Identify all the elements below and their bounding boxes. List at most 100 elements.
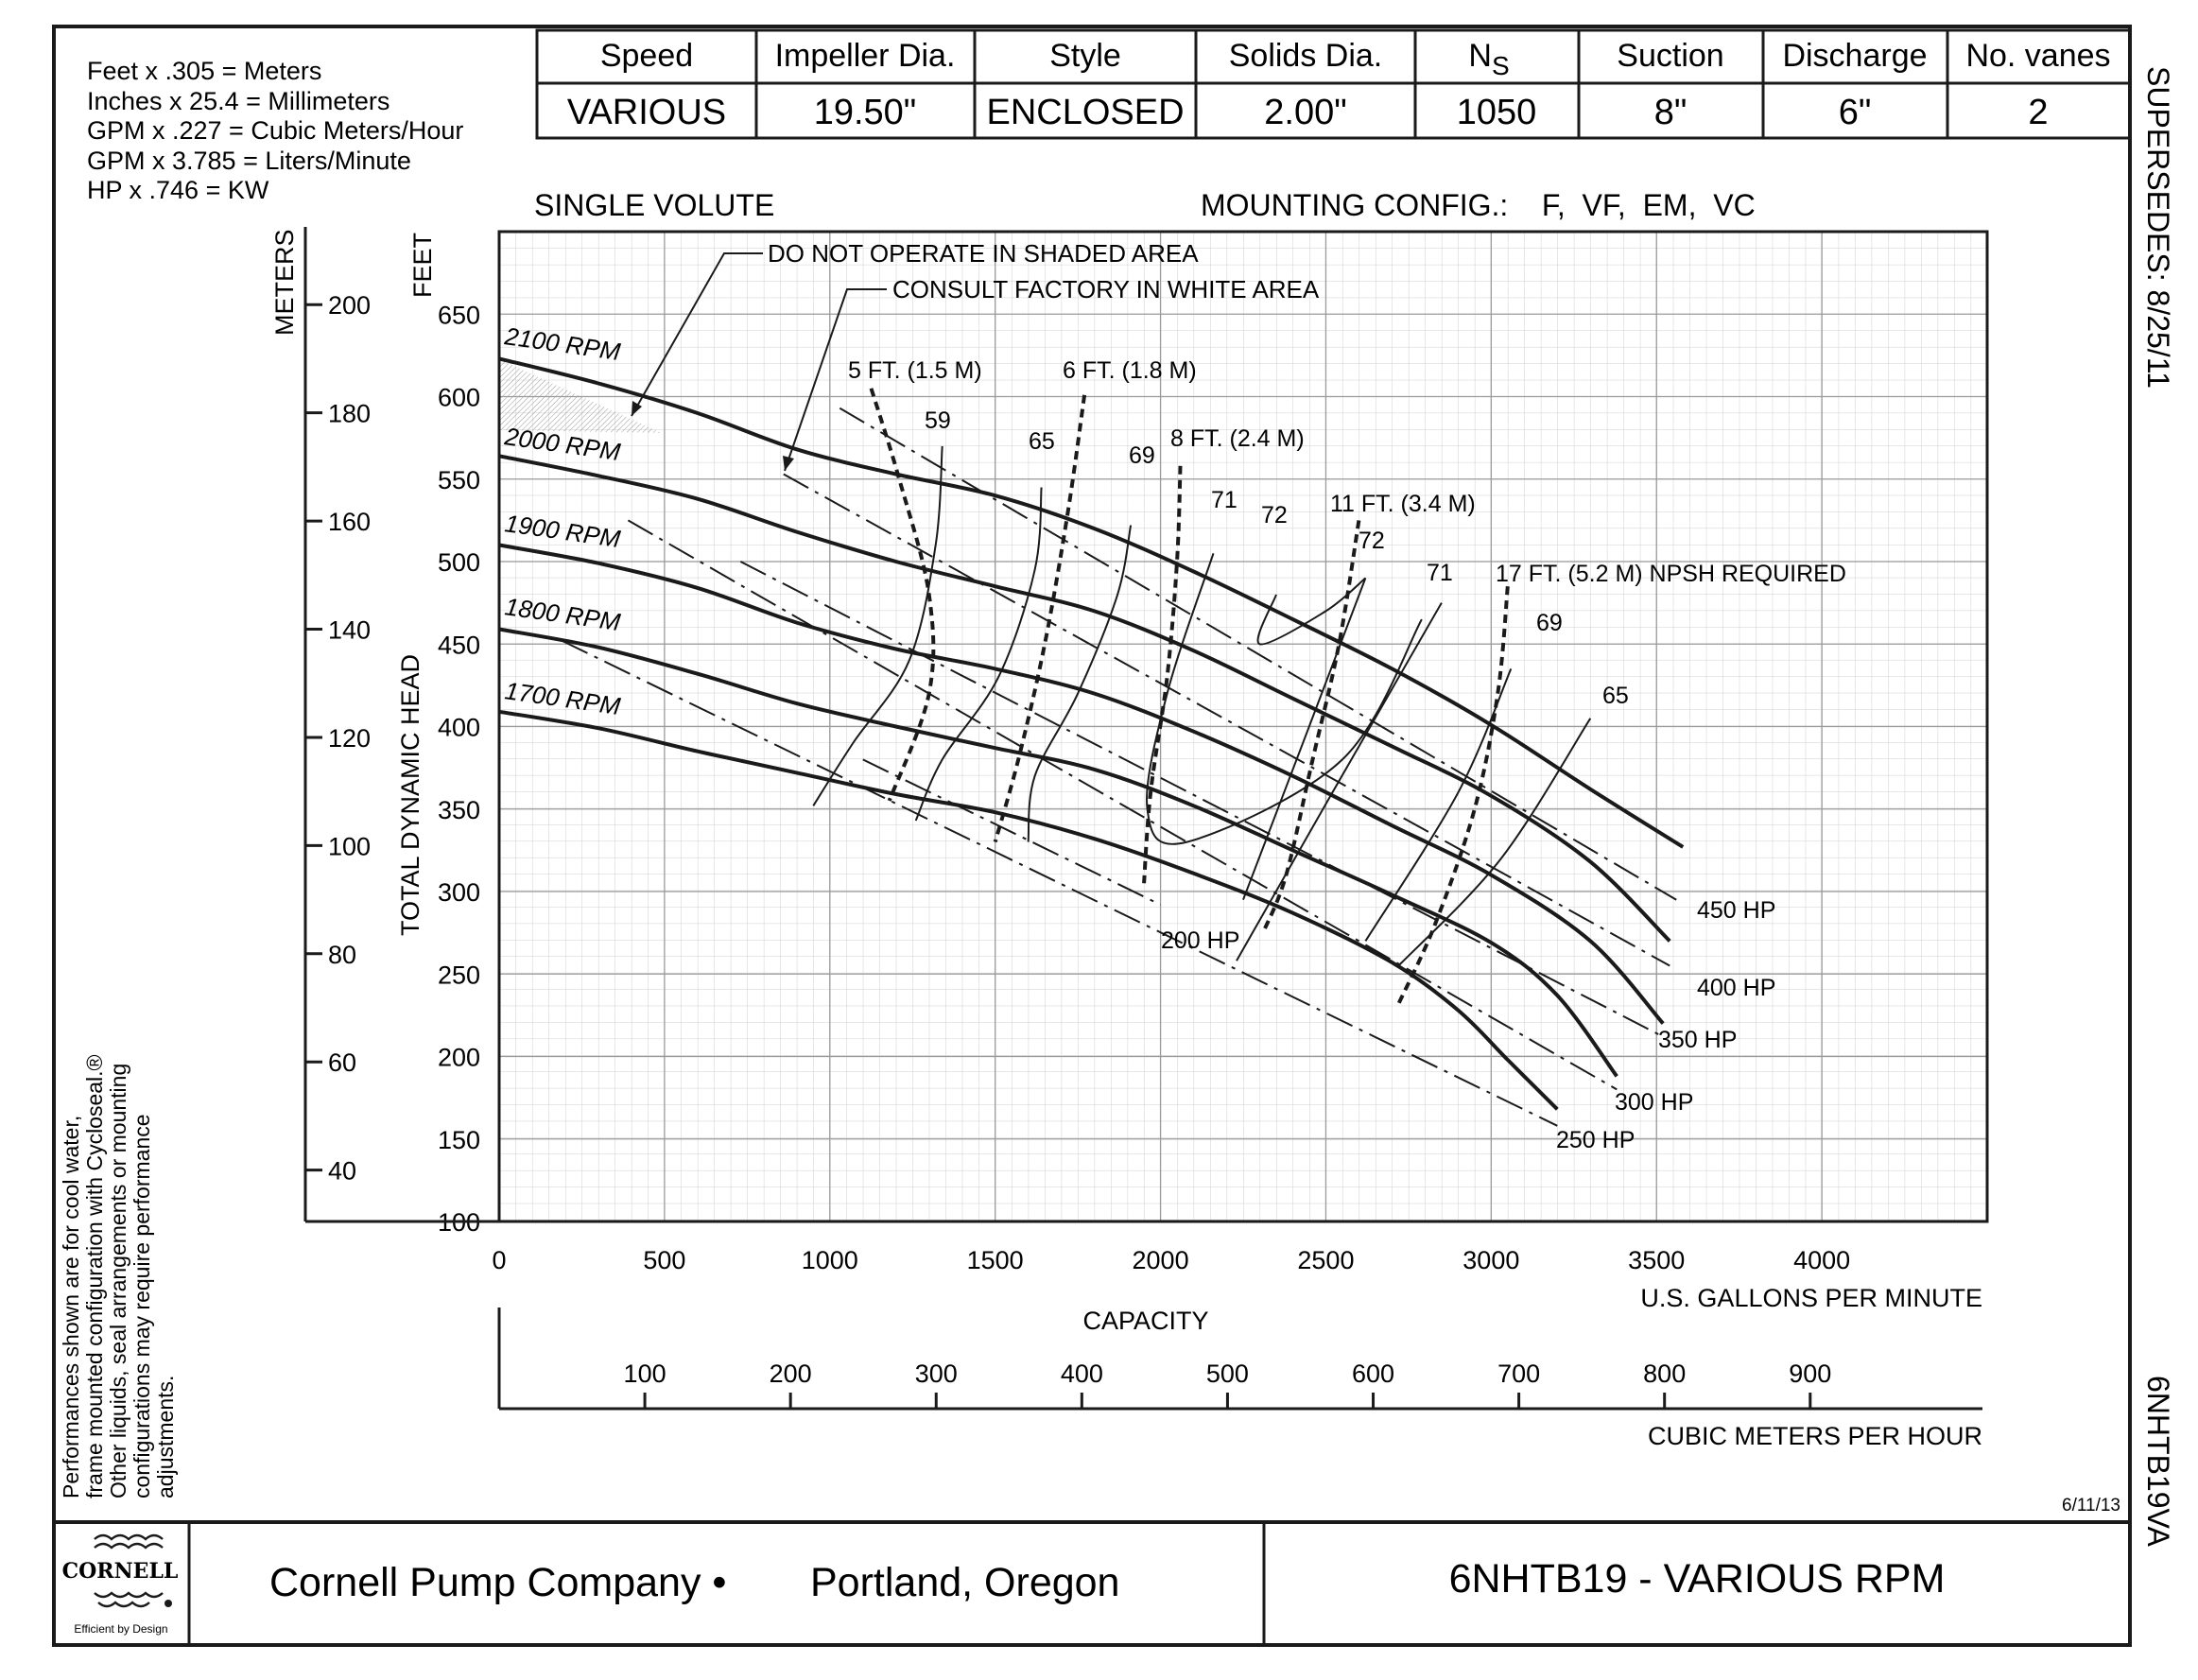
m3h-tick-label: 300 (915, 1360, 958, 1388)
spec-value: 6" (1839, 93, 1872, 132)
spec-header: No. vanes (1965, 38, 2110, 74)
npsh-curve (993, 394, 1087, 843)
performance-note-line: Performances shown are for cool water, (59, 1116, 83, 1498)
efficiency-label: 69 (1129, 442, 1155, 469)
do-not-operate-arrow (632, 401, 642, 416)
x-tick-label: 500 (643, 1246, 685, 1274)
x-axis-label: U.S. GALLONS PER MINUTE (1640, 1284, 1982, 1312)
efficiency-curve (914, 487, 1043, 822)
hp-label: 350 HP (1658, 1027, 1737, 1053)
npsh-label: 11 FT. (3.4 M) (1330, 491, 1476, 517)
efficiency-label: 69 (1536, 610, 1563, 636)
meters-tick-label: 40 (328, 1157, 356, 1186)
model-title: 6NHTB19 - VARIOUS RPM (1449, 1556, 1946, 1602)
m3h-tick-label: 900 (1789, 1360, 1831, 1388)
m3h-tick-label: 100 (624, 1360, 666, 1388)
rpm-curves (498, 356, 1685, 1111)
efficiency-curve (1146, 552, 1423, 845)
conversion-line: HP x .746 = KW (87, 176, 269, 204)
company-name: Cornell Pump Company • (269, 1560, 726, 1605)
hp-label: 300 HP (1615, 1089, 1693, 1116)
efficiency-label: 65 (1029, 428, 1055, 455)
y-tick-label: 300 (438, 878, 480, 907)
hp-label: 450 HP (1697, 897, 1775, 924)
major-grid (499, 232, 1987, 1221)
rpm-curve (498, 356, 1685, 849)
hp-label: 400 HP (1697, 975, 1775, 1001)
spec-value: 2 (2028, 93, 2048, 132)
capacity-label: CAPACITY (1082, 1307, 1208, 1335)
logo-tagline: Efficient by Design (74, 1622, 167, 1636)
spec-table: Speed Impeller Dia. Style Solids Dia. NS… (535, 28, 2132, 140)
npsh-label: 17 FT. (5.2 M) NPSH REQUIRED (1496, 561, 1846, 587)
rpm-curve (498, 627, 1618, 1078)
m3h-axis-label: CUBIC METERS PER HOUR (1648, 1422, 1982, 1450)
npsh-label: 5 FT. (1.5 M) (848, 357, 982, 384)
spec-header-ns: NS (1468, 38, 1509, 80)
spec-header-subscript: S (1492, 51, 1510, 80)
efficiency-curve (1027, 525, 1133, 842)
conversion-line: GPM x .227 = Cubic Meters/Hour (87, 116, 463, 145)
hp-line (627, 519, 1618, 1091)
performance-note: Performances shown are for cool water, f… (59, 1054, 178, 1498)
rpm-curve (498, 709, 1559, 1111)
m3h-tick-label: 500 (1206, 1360, 1249, 1388)
meters-axis: 40 60 80 100 120 140 160 180 200 (305, 291, 371, 1186)
m3h-tick-label: 700 (1497, 1360, 1540, 1388)
spec-value: ENCLOSED (986, 93, 1184, 132)
npsh-curve (1261, 520, 1361, 934)
consult-factory-annotation: CONSULT FACTORY IN WHITE AREA (892, 275, 1320, 303)
x-tick-label: 1500 (967, 1246, 1024, 1274)
x-tick-label: 4000 (1793, 1246, 1850, 1274)
rpm-curve (498, 454, 1671, 943)
spec-header: Impeller Dia. (775, 38, 956, 74)
efficiency-curve (1242, 578, 1367, 901)
x-tick-label: 0 (492, 1246, 506, 1274)
efficiency-label: 72 (1359, 528, 1385, 554)
x-tick-label: 1000 (802, 1246, 858, 1274)
spec-value: 1050 (1457, 93, 1537, 132)
x-tick-label: 2000 (1133, 1246, 1189, 1274)
y-tick-label: 600 (438, 384, 480, 412)
logo-wordmark: CORNELL (62, 1559, 179, 1584)
performance-note-line: frame mounted configuration with Cyclose… (82, 1054, 107, 1498)
spec-header: Suction (1617, 38, 1723, 74)
m3h-axis: 100 200 300 400 500 600 700 800 900 (624, 1360, 1831, 1409)
spec-header: N (1468, 38, 1492, 74)
meters-axis-label: METERS (270, 229, 299, 336)
consult-factory-leader (784, 288, 887, 472)
conversion-line: Inches x 25.4 = Millimeters (87, 87, 389, 115)
efficiency-label: 71 (1211, 487, 1237, 513)
hp-line (739, 561, 1664, 1038)
plot-frame (497, 230, 1989, 1223)
meters-tick-label: 160 (328, 508, 371, 536)
meters-tick-label: 140 (328, 616, 371, 645)
feet-axis-label: FEET (408, 233, 437, 298)
npsh-label: 6 FT. (1.8 M) (1063, 357, 1197, 384)
meters-tick-label: 200 (328, 291, 371, 320)
spec-value: 8" (1654, 93, 1687, 132)
date-code: 6/11/13 (2062, 1496, 2120, 1515)
meters-tick-label: 120 (328, 724, 371, 753)
volute-label: SINGLE VOLUTE (534, 188, 774, 222)
y-tick-label: 500 (438, 548, 480, 577)
m3h-tick-label: 200 (770, 1360, 812, 1388)
supersedes-label: SUPERSEDES: 8/25/11 (2141, 66, 2175, 389)
m3h-tick-label: 800 (1643, 1360, 1686, 1388)
mounting-config: MOUNTING CONFIG.: F, VF, EM, VC (1201, 188, 1756, 222)
meters-tick-label: 60 (328, 1048, 356, 1077)
do-not-operate-annotation: DO NOT OPERATE IN SHADED AREA (768, 239, 1199, 268)
efficiency-curve (1364, 668, 1513, 942)
rpm-curve (498, 543, 1665, 1025)
meters-tick-label: 80 (328, 941, 356, 969)
do-not-operate-leader (631, 252, 763, 417)
performance-note-line: adjustments. (153, 1376, 178, 1498)
y-tick-label: 450 (438, 631, 480, 659)
m3h-tick-label: 600 (1352, 1360, 1394, 1388)
hp-label: 250 HP (1556, 1127, 1635, 1153)
npsh-label: 8 FT. (2.4 M) (1170, 425, 1305, 452)
npsh-curve (1142, 465, 1183, 884)
spec-header: Speed (600, 38, 693, 74)
efficiency-curve (812, 445, 943, 806)
